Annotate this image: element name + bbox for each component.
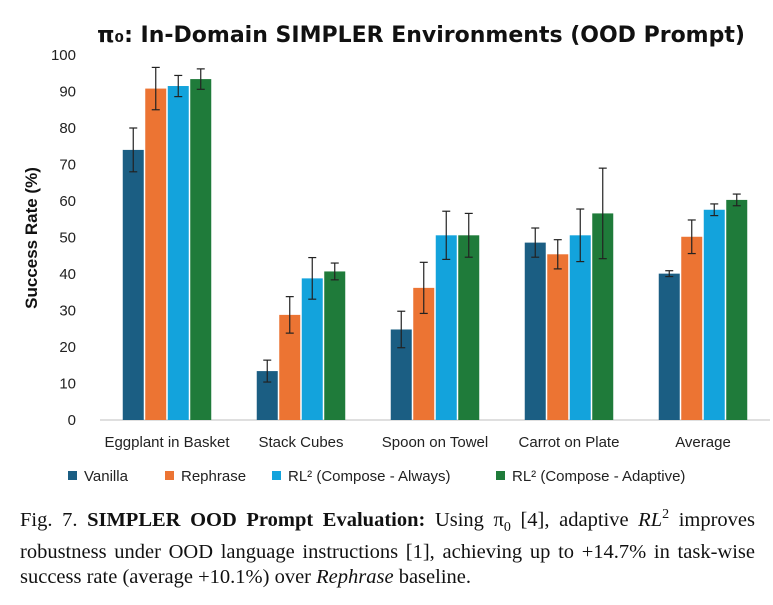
- bar-adaptive: [324, 271, 346, 420]
- bar-rephrase: [279, 314, 301, 420]
- error-bar: [419, 261, 428, 315]
- chart-title: π₀: In-Domain SIMPLER Environments (OOD …: [97, 23, 745, 48]
- caption-sub: 0: [503, 519, 511, 535]
- x-category-label: Spoon on Towel: [382, 434, 488, 451]
- bar-vanilla: [658, 273, 680, 420]
- bar-always: [435, 235, 457, 420]
- legend-item: RL² (Compose - Adaptive): [496, 468, 685, 485]
- error-bar: [598, 167, 607, 260]
- error-bar: [263, 359, 272, 383]
- caption-bold: SIMPLER OOD Prompt Evaluation:: [87, 508, 426, 531]
- chart-area: π₀: In-Domain SIMPLER Environments (OOD …: [22, 23, 770, 485]
- caption-italic: Rephrase: [316, 565, 394, 588]
- x-category-label: Average: [675, 434, 731, 451]
- error-bar: [442, 210, 451, 260]
- bar-group: [524, 167, 614, 420]
- caption-text-1: Using π: [434, 508, 504, 531]
- error-bar: [129, 127, 138, 173]
- bar-groups: [122, 66, 748, 421]
- error-bar: [464, 212, 473, 258]
- legend: Vanilla Rephrase RL² (Compose - Always) RL²…: [68, 468, 685, 485]
- bar-adaptive: [726, 199, 748, 420]
- bar-rephrase: [145, 88, 167, 420]
- error-bar: [151, 66, 160, 111]
- bar-rephrase: [413, 287, 435, 420]
- bar-group: [658, 193, 748, 420]
- y-tick-label: 50: [59, 230, 76, 247]
- error-bar: [687, 219, 696, 255]
- y-tick-label: 90: [59, 84, 76, 101]
- bar-vanilla: [390, 329, 412, 420]
- y-tick-label: 0: [68, 412, 76, 429]
- figure-caption: Fig. 7. SIMPLER OOD Prompt Evaluation: U…: [20, 502, 755, 590]
- bar-group: [122, 66, 212, 421]
- legend-label: RL² (Compose - Always): [288, 468, 451, 485]
- error-bar: [196, 68, 205, 90]
- caption-text-2: [4], adaptive: [520, 508, 629, 531]
- x-category-label: Carrot on Plate: [519, 434, 620, 451]
- legend-swatch: [165, 471, 174, 480]
- bar-vanilla: [524, 242, 546, 420]
- bar-adaptive: [592, 213, 614, 420]
- bar-always: [167, 86, 189, 421]
- y-axis-ticks: 0 10 20 30 40 50 60 70 80 90 100: [51, 47, 76, 429]
- bar-group: [390, 210, 480, 420]
- bar-adaptive: [458, 235, 480, 420]
- bar-rephrase: [547, 254, 569, 420]
- caption-prefix: Fig. 7.: [20, 508, 78, 531]
- y-tick-label: 20: [59, 339, 76, 356]
- bar-vanilla: [122, 149, 144, 420]
- error-bar: [285, 296, 294, 334]
- bar-always: [569, 235, 591, 420]
- error-bar: [576, 208, 585, 263]
- bar-vanilla: [256, 371, 278, 420]
- y-tick-label: 70: [59, 157, 76, 174]
- error-bar: [665, 270, 674, 278]
- x-axis-categories: Eggplant in Basket Stack Cubes Spoon on To…: [104, 434, 730, 451]
- x-category-label: Eggplant in Basket: [104, 434, 230, 451]
- legend-swatch: [496, 471, 505, 480]
- bar-always: [301, 278, 323, 420]
- caption-text-4: baseline.: [398, 565, 471, 588]
- error-bar: [553, 239, 562, 270]
- bar-always: [703, 209, 725, 420]
- y-tick-label: 60: [59, 193, 76, 210]
- bar-adaptive: [190, 79, 212, 420]
- x-category-label: Stack Cubes: [258, 434, 343, 451]
- bar-group: [256, 256, 346, 420]
- y-axis-label: Success Rate (%): [22, 167, 41, 309]
- legend-item: Vanilla: [68, 468, 129, 485]
- bar-rephrase: [681, 236, 703, 420]
- legend-label: Rephrase: [181, 468, 246, 485]
- error-bar: [531, 227, 540, 258]
- error-bar: [330, 262, 339, 281]
- legend-item: RL² (Compose - Always): [272, 468, 451, 485]
- error-bar: [397, 310, 406, 349]
- error-bar: [732, 193, 741, 207]
- error-bar: [308, 256, 317, 300]
- caption-rl: RL: [638, 508, 663, 531]
- caption-text-3: improves robustness under OOD language i…: [20, 508, 756, 588]
- y-tick-label: 100: [51, 47, 76, 64]
- error-bar: [710, 203, 719, 217]
- error-bar: [174, 74, 183, 98]
- legend-swatch: [272, 471, 281, 480]
- legend-label: RL² (Compose - Adaptive): [512, 468, 685, 485]
- legend-swatch: [68, 471, 77, 480]
- y-tick-label: 30: [59, 303, 76, 320]
- y-tick-label: 10: [59, 376, 76, 393]
- y-tick-label: 40: [59, 266, 76, 283]
- legend-item: Rephrase: [165, 468, 246, 485]
- legend-label: Vanilla: [84, 468, 129, 485]
- y-tick-label: 80: [59, 120, 76, 137]
- caption-sup: 2: [662, 507, 670, 522]
